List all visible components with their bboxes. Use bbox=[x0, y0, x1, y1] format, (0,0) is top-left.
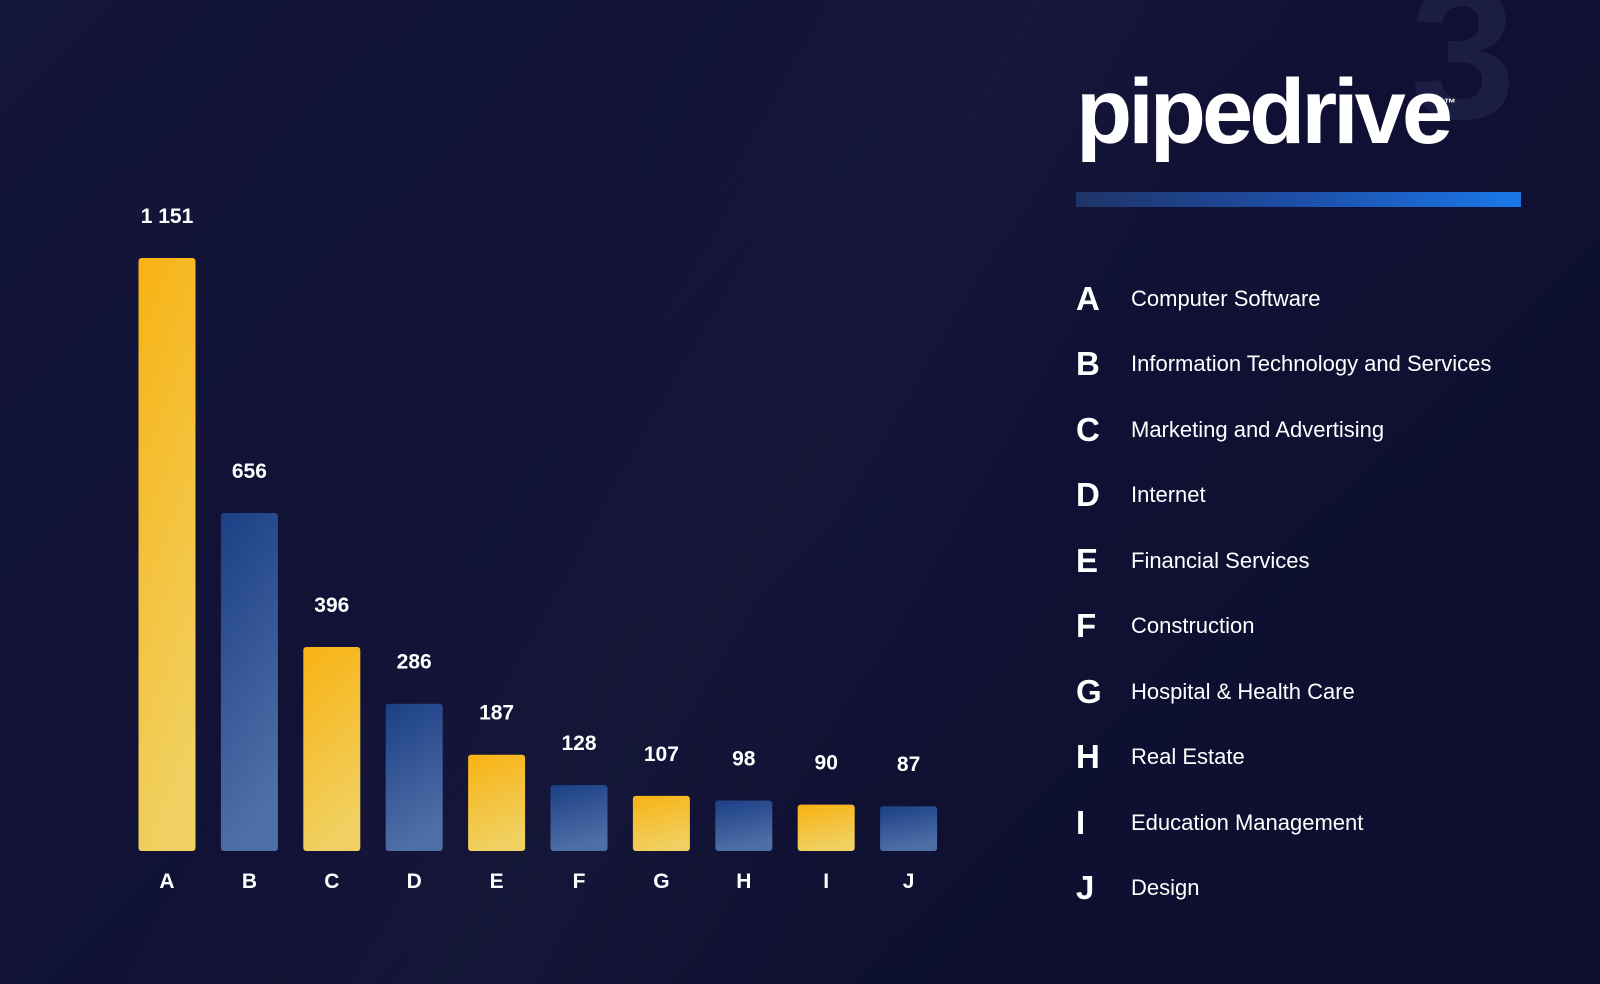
legend-label: Design bbox=[1131, 875, 1200, 901]
value-label-h: 98 bbox=[732, 748, 756, 771]
bar-g bbox=[632, 795, 690, 851]
legend-label: Marketing and Advertising bbox=[1131, 416, 1385, 442]
legend-item-e: E Financial Services bbox=[1076, 528, 1576, 594]
legend-key: G bbox=[1076, 672, 1102, 710]
category-label-h: H bbox=[736, 870, 751, 893]
value-label-e: 187 bbox=[479, 702, 514, 725]
bar-d bbox=[385, 703, 443, 851]
legend-label: Financial Services bbox=[1131, 547, 1310, 573]
logo-underline bbox=[1076, 192, 1521, 207]
value-label-f: 128 bbox=[561, 732, 596, 755]
legend-item-b: B Information Technology and Services bbox=[1076, 332, 1576, 398]
legend-key: H bbox=[1076, 738, 1100, 776]
bar-c bbox=[303, 647, 361, 851]
pipedrive-logo: pipedrive bbox=[1076, 61, 1453, 163]
legend-key: D bbox=[1076, 476, 1100, 514]
legend-key: E bbox=[1076, 541, 1099, 579]
value-labels-group: 1 151 656 396 286 187 128 107 98 90 87 bbox=[141, 205, 921, 776]
bar-j bbox=[880, 806, 938, 851]
value-label-c: 396 bbox=[314, 594, 349, 617]
legend: A Computer Software B Information Techno… bbox=[1076, 266, 1576, 921]
legend-label: Hospital & Health Care bbox=[1131, 678, 1355, 704]
bar-i bbox=[797, 804, 855, 851]
legend-key: A bbox=[1076, 279, 1100, 317]
legend-label: Real Estate bbox=[1131, 744, 1245, 770]
bar-h bbox=[715, 800, 773, 851]
value-label-i: 90 bbox=[815, 752, 838, 775]
legend-item-f: F Construction bbox=[1076, 594, 1576, 660]
legend-label: Information Technology and Services bbox=[1131, 351, 1492, 377]
category-label-b: B bbox=[242, 870, 257, 893]
legend-item-h: H Real Estate bbox=[1076, 725, 1576, 791]
category-label-d: D bbox=[407, 870, 422, 893]
legend-label: Internet bbox=[1131, 482, 1206, 508]
legend-item-d: D Internet bbox=[1076, 463, 1576, 529]
value-label-d: 286 bbox=[397, 651, 432, 674]
bars-group bbox=[138, 258, 938, 851]
legend-key: F bbox=[1076, 607, 1097, 645]
legend-item-g: G Hospital & Health Care bbox=[1076, 659, 1576, 725]
category-label-c: C bbox=[324, 870, 339, 893]
bar-b bbox=[220, 513, 278, 851]
background-number: 3 bbox=[1410, 0, 1516, 159]
legend-key: I bbox=[1076, 803, 1086, 841]
bar-chart: 1 151 656 396 286 187 128 107 98 90 87 A B C D E F G H I J bbox=[138, 205, 938, 893]
legend-label: Computer Software bbox=[1131, 285, 1321, 311]
value-label-b: 656 bbox=[232, 460, 267, 483]
bar-f bbox=[550, 785, 608, 851]
value-label-j: 87 bbox=[897, 753, 920, 776]
legend-label: Construction bbox=[1131, 613, 1255, 639]
category-label-a: A bbox=[159, 870, 174, 893]
bar-e bbox=[468, 754, 526, 851]
trademark-symbol: ™ bbox=[1444, 96, 1456, 110]
category-label-f: F bbox=[573, 870, 586, 893]
category-label-j: J bbox=[903, 870, 915, 893]
category-label-i: I bbox=[823, 870, 829, 893]
legend-item-c: C Marketing and Advertising bbox=[1076, 397, 1576, 463]
category-labels-group: A B C D E F G H I J bbox=[159, 870, 914, 893]
category-label-e: E bbox=[490, 870, 504, 893]
legend-item-i: I Education Management bbox=[1076, 790, 1576, 856]
value-label-g: 107 bbox=[644, 743, 679, 766]
category-label-g: G bbox=[653, 870, 669, 893]
legend-item-j: J Design bbox=[1076, 856, 1576, 922]
legend-label: Education Management bbox=[1131, 809, 1364, 835]
legend-key: C bbox=[1076, 410, 1100, 448]
legend-item-a: A Computer Software bbox=[1076, 266, 1576, 332]
legend-key: J bbox=[1076, 869, 1095, 907]
value-label-a: 1 151 bbox=[141, 205, 194, 228]
legend-key: B bbox=[1076, 345, 1100, 383]
bar-a bbox=[138, 258, 196, 851]
